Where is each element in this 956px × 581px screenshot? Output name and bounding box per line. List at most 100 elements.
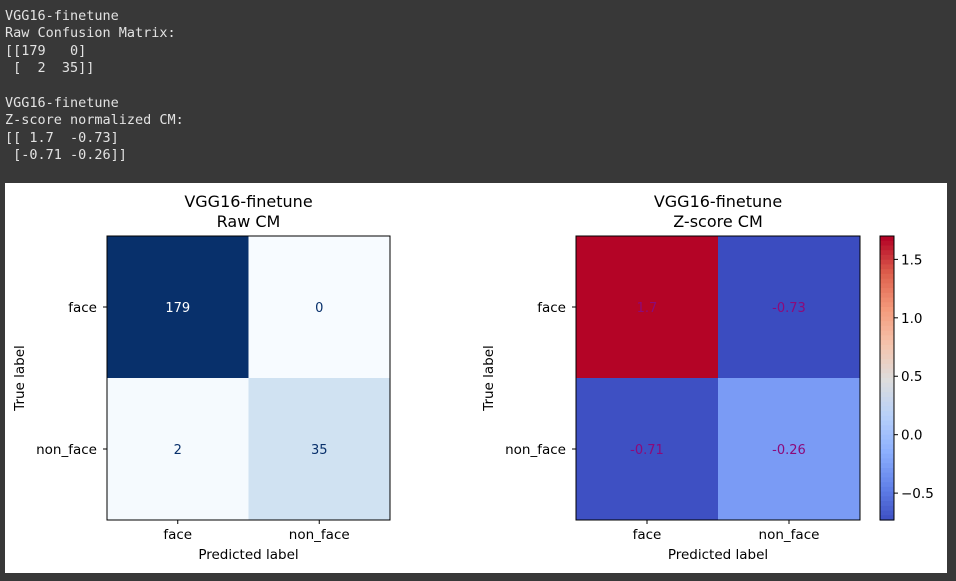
colorbar-segment — [880, 396, 894, 403]
colorbar-segment — [880, 434, 894, 441]
cell-value-label: -0.26 — [772, 443, 806, 458]
cell-value-label: 2 — [174, 443, 182, 458]
colorbar-segment — [880, 359, 894, 365]
heatmap-cell — [576, 236, 719, 379]
colorbar-segment — [880, 496, 894, 502]
colorbar-segment — [880, 477, 894, 483]
colorbar-segment — [880, 288, 894, 294]
colorbar-segment — [880, 515, 894, 521]
colorbar-segment — [880, 368, 894, 374]
colorbar-segment — [880, 335, 894, 341]
colorbar-segment — [880, 340, 894, 346]
colorbar-segment — [880, 302, 894, 308]
chart-title: Z-score CM — [673, 212, 763, 231]
y-tick-label: non_face — [505, 442, 566, 458]
heatmap-2 — [572, 235, 861, 524]
console-line: Z-score normalized CM: — [5, 112, 184, 129]
console-line: [[ 1.7 -0.73] — [5, 129, 119, 146]
cell-value-label: 0 — [315, 301, 323, 316]
colorbar-segment — [880, 330, 894, 336]
colorbar-segment — [880, 307, 894, 313]
cell-value-label: -0.73 — [772, 301, 806, 316]
heatmap-cell — [248, 236, 391, 379]
x-axis-label: Predicted label — [198, 547, 298, 563]
x-tick-label: non_face — [289, 527, 350, 543]
colorbar-segment — [880, 254, 894, 261]
colorbar-tick-label: 1.5 — [901, 252, 922, 268]
x-tick-label: face — [163, 527, 192, 543]
colorbar-segment — [880, 283, 894, 289]
colorbar-segment — [880, 444, 894, 450]
confusion-matrix-figure: VGG16-finetune Raw CM 179 0 2 35 face non_face f… — [5, 183, 947, 573]
colorbar-segment — [880, 392, 894, 398]
colorbar-segment — [880, 321, 894, 327]
cell-value-label: 1.7 — [637, 301, 658, 316]
colorbar-segment — [880, 467, 894, 474]
colorbar-segment — [880, 344, 894, 351]
cell-value-label: 179 — [165, 301, 190, 316]
console-line: VGG16-finetune — [5, 8, 119, 24]
colorbar — [879, 235, 898, 521]
chart-title: Raw CM — [217, 212, 281, 231]
colorbar-frame — [879, 235, 895, 521]
heatmap-cell — [718, 236, 861, 379]
console-output: VGG16-finetune Raw Confusion Matrix: [[1… — [5, 8, 184, 165]
colorbar-segment — [880, 349, 894, 355]
chart-title: VGG16-finetune — [654, 192, 782, 211]
console-line: [[179 0] — [5, 42, 87, 59]
colorbar-segment — [880, 264, 894, 270]
colorbar-segment — [880, 250, 894, 256]
colorbar-segment — [880, 510, 894, 516]
colorbar-segment — [880, 311, 894, 318]
y-tick-label: face — [68, 300, 97, 316]
colorbar-segment — [880, 415, 894, 422]
console-line: Raw Confusion Matrix: — [5, 25, 176, 42]
colorbar-segment — [880, 236, 894, 242]
colorbar-segment — [880, 453, 894, 460]
colorbar-segment — [880, 373, 894, 379]
colorbar-segment — [880, 354, 894, 360]
colorbar-segment — [880, 278, 894, 284]
colorbar-segment — [880, 458, 894, 464]
colorbar-segment — [880, 505, 894, 512]
colorbar-tick-label: 1.0 — [901, 311, 922, 327]
colorbar-segment — [880, 269, 894, 275]
colorbar-segment — [880, 463, 894, 469]
colorbar-segment — [880, 273, 894, 280]
plot-frame — [106, 235, 391, 521]
colorbar-segment — [880, 325, 894, 332]
cell-value-label: -0.71 — [630, 443, 664, 458]
colorbar-segment — [880, 387, 894, 393]
cell-value-label: 35 — [311, 443, 328, 458]
console-line: [-0.71 -0.26]] — [5, 147, 127, 164]
chart-title: VGG16-finetune — [184, 192, 312, 211]
colorbar-segment — [880, 259, 894, 265]
x-tick-label: face — [633, 527, 662, 543]
colorbar-segment — [880, 378, 894, 384]
colorbar-tick-label: −0.5 — [901, 486, 934, 502]
console-line: [ 2 35]] — [5, 60, 95, 77]
colorbar-segment — [880, 240, 894, 247]
colorbar-segment — [880, 491, 894, 497]
colorbar-segment — [880, 430, 894, 436]
colorbar-segment — [880, 486, 894, 493]
plot-frame — [575, 235, 861, 521]
colorbar-segment — [880, 292, 894, 299]
y-axis-label: True label — [481, 345, 497, 412]
heatmap-cell — [248, 378, 391, 521]
heatmap-cell — [576, 378, 719, 521]
colorbar-segment — [880, 406, 894, 412]
colorbar-segment — [880, 482, 894, 488]
colorbar-tick-label: 0.5 — [901, 369, 922, 385]
colorbar-segment — [880, 382, 894, 389]
colorbar-segment — [880, 420, 894, 426]
colorbar-segment — [880, 501, 894, 507]
colorbar-segment — [880, 363, 894, 370]
heatmap-1 — [103, 235, 391, 524]
colorbar-segment — [880, 425, 894, 431]
colorbar-segment — [880, 449, 894, 455]
colorbar-segment — [880, 401, 894, 407]
y-tick-label: face — [537, 300, 566, 316]
colorbar-segment — [880, 411, 894, 417]
